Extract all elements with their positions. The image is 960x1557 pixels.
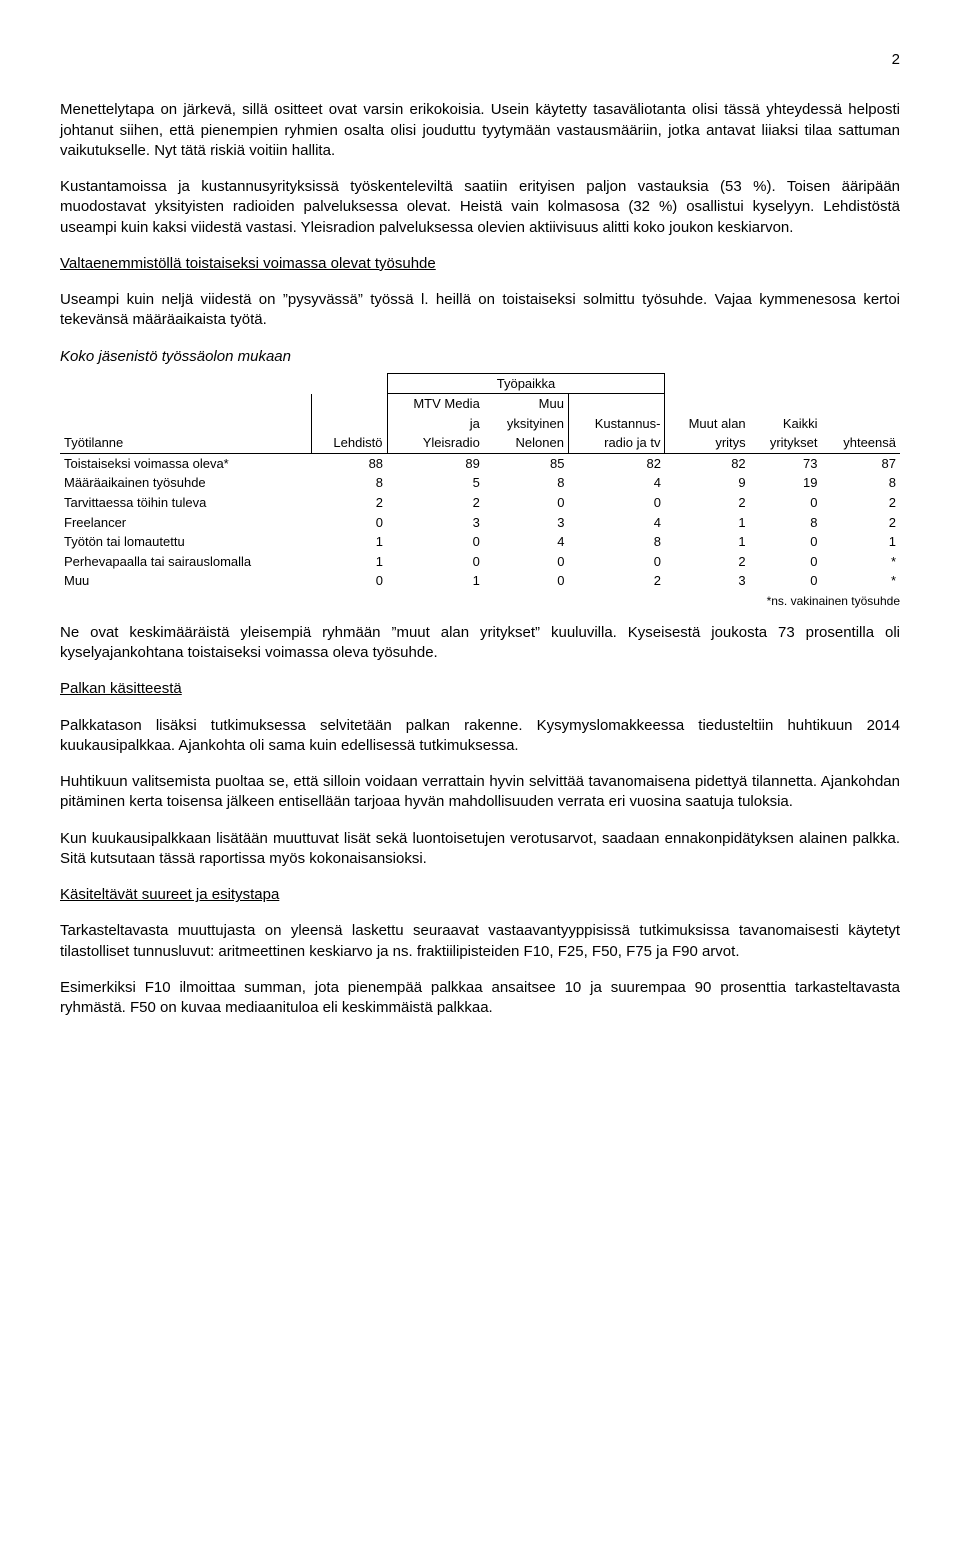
paragraph: Menettelytapa on järkevä, sillä ositteet… bbox=[60, 100, 900, 161]
col-header: Kustannus- bbox=[568, 414, 665, 434]
cell: 0 bbox=[568, 493, 665, 513]
column-group-header: Työpaikka bbox=[387, 373, 665, 394]
cell: 0 bbox=[387, 532, 484, 552]
col-header: Nelonen bbox=[484, 433, 569, 453]
cell: 88 bbox=[312, 453, 387, 473]
cell: 1 bbox=[822, 532, 900, 552]
cell: 3 bbox=[665, 571, 750, 591]
cell: 1 bbox=[387, 571, 484, 591]
cell: 2 bbox=[822, 493, 900, 513]
cell: 2 bbox=[665, 493, 750, 513]
cell: 1 bbox=[312, 552, 387, 572]
row-label: Määräaikainen työsuhde bbox=[60, 473, 312, 493]
cell: 1 bbox=[665, 513, 750, 533]
table-row: Määräaikainen työsuhde 8 5 8 4 9 19 8 bbox=[60, 473, 900, 493]
cell: 3 bbox=[387, 513, 484, 533]
cell: 73 bbox=[750, 453, 822, 473]
cell: 82 bbox=[568, 453, 665, 473]
cell: 0 bbox=[750, 493, 822, 513]
section-heading: Käsiteltävät suureet ja esitystapa bbox=[60, 885, 900, 905]
paragraph: Palkkatason lisäksi tutkimuksessa selvit… bbox=[60, 716, 900, 757]
col-header: Yleisradio bbox=[387, 433, 484, 453]
col-header: Muut alan bbox=[665, 414, 750, 434]
col-header: radio ja tv bbox=[568, 433, 665, 453]
cell: 0 bbox=[484, 552, 569, 572]
cell: 8 bbox=[822, 473, 900, 493]
cell: 2 bbox=[822, 513, 900, 533]
data-table: Työpaikka MTV Media Muu ja yksityinen Ku… bbox=[60, 373, 900, 591]
table-header-row: Työpaikka bbox=[60, 373, 900, 394]
row-label: Tarvittaessa töihin tuleva bbox=[60, 493, 312, 513]
cell: 0 bbox=[484, 571, 569, 591]
table-header-row: MTV Media Muu bbox=[60, 394, 900, 414]
col-header: yritykset bbox=[750, 433, 822, 453]
cell: 4 bbox=[484, 532, 569, 552]
cell: 2 bbox=[387, 493, 484, 513]
table-footnote: *ns. vakinainen työsuhde bbox=[60, 593, 900, 609]
cell: * bbox=[822, 571, 900, 591]
col-header: ja bbox=[387, 414, 484, 434]
cell: 0 bbox=[387, 552, 484, 572]
col-header: yritys bbox=[665, 433, 750, 453]
cell: 0 bbox=[312, 571, 387, 591]
table-row: Perhevapaalla tai sairauslomalla 1 0 0 0… bbox=[60, 552, 900, 572]
cell: 8 bbox=[750, 513, 822, 533]
paragraph: Esimerkiksi F10 ilmoittaa summan, jota p… bbox=[60, 978, 900, 1019]
cell: 2 bbox=[568, 571, 665, 591]
cell: 4 bbox=[568, 513, 665, 533]
cell: * bbox=[822, 552, 900, 572]
cell: 0 bbox=[750, 552, 822, 572]
cell: 2 bbox=[312, 493, 387, 513]
cell: 19 bbox=[750, 473, 822, 493]
cell: 0 bbox=[750, 532, 822, 552]
table-caption: Koko jäsenistö työssäolon mukaan bbox=[60, 347, 900, 367]
paragraph: Useampi kuin neljä viidestä on ”pysyväss… bbox=[60, 290, 900, 331]
cell: 4 bbox=[568, 473, 665, 493]
page-number: 2 bbox=[60, 50, 900, 70]
section-heading: Valtaenemmistöllä toistaiseksi voimassa … bbox=[60, 254, 900, 274]
cell: 1 bbox=[312, 532, 387, 552]
row-label: Freelancer bbox=[60, 513, 312, 533]
cell: 0 bbox=[312, 513, 387, 533]
cell: 3 bbox=[484, 513, 569, 533]
paragraph: Kun kuukausipalkkaan lisätään muuttuvat … bbox=[60, 829, 900, 870]
table-row: Freelancer 0 3 3 4 1 8 2 bbox=[60, 513, 900, 533]
row-label: Muu bbox=[60, 571, 312, 591]
cell: 8 bbox=[312, 473, 387, 493]
col-header: MTV Media bbox=[387, 394, 484, 414]
table-row: Toistaiseksi voimassa oleva* 88 89 85 82… bbox=[60, 453, 900, 473]
table-header-row: Työtilanne Lehdistö Yleisradio Nelonen r… bbox=[60, 433, 900, 453]
cell: 0 bbox=[484, 493, 569, 513]
col-header: Kaikki bbox=[750, 414, 822, 434]
col-header: Lehdistö bbox=[312, 433, 387, 453]
table-row: Muu 0 1 0 2 3 0 * bbox=[60, 571, 900, 591]
cell: 9 bbox=[665, 473, 750, 493]
paragraph: Tarkasteltavasta muuttujasta on yleensä … bbox=[60, 921, 900, 962]
paragraph: Kustantamoissa ja kustannusyrityksissä t… bbox=[60, 177, 900, 238]
cell: 87 bbox=[822, 453, 900, 473]
cell: 8 bbox=[568, 532, 665, 552]
cell: 2 bbox=[665, 552, 750, 572]
col-header: Työtilanne bbox=[60, 433, 312, 453]
cell: 1 bbox=[665, 532, 750, 552]
cell: 89 bbox=[387, 453, 484, 473]
cell: 85 bbox=[484, 453, 569, 473]
cell: 0 bbox=[568, 552, 665, 572]
row-label: Toistaiseksi voimassa oleva* bbox=[60, 453, 312, 473]
cell: 5 bbox=[387, 473, 484, 493]
section-heading: Palkan käsitteestä bbox=[60, 679, 900, 699]
paragraph: Ne ovat keskimääräistä yleisempiä ryhmää… bbox=[60, 623, 900, 664]
cell: 8 bbox=[484, 473, 569, 493]
row-label: Työtön tai lomautettu bbox=[60, 532, 312, 552]
table-row: Työtön tai lomautettu 1 0 4 8 1 0 1 bbox=[60, 532, 900, 552]
cell: 82 bbox=[665, 453, 750, 473]
table-header-row: ja yksityinen Kustannus- Muut alan Kaikk… bbox=[60, 414, 900, 434]
table-row: Tarvittaessa töihin tuleva 2 2 0 0 2 0 2 bbox=[60, 493, 900, 513]
row-label: Perhevapaalla tai sairauslomalla bbox=[60, 552, 312, 572]
paragraph: Huhtikuun valitsemista puoltaa se, että … bbox=[60, 772, 900, 813]
col-header: yhteensä bbox=[822, 433, 900, 453]
col-header: Muu bbox=[484, 394, 569, 414]
cell: 0 bbox=[750, 571, 822, 591]
col-header: yksityinen bbox=[484, 414, 569, 434]
